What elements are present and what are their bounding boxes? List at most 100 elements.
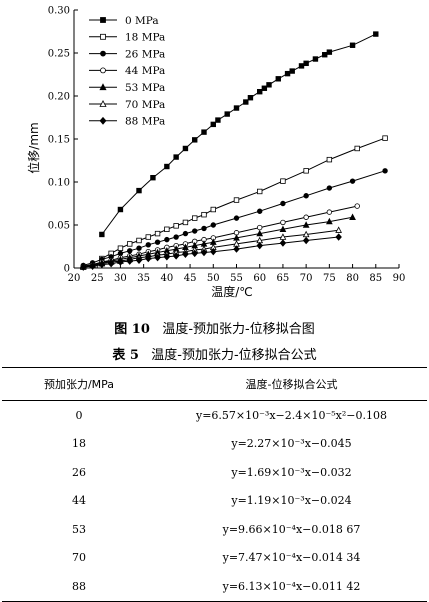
- data-point: [303, 168, 309, 174]
- data-point: [154, 239, 161, 245]
- x-tick-label: 80: [346, 273, 359, 284]
- data-point: [325, 217, 333, 225]
- series-line: [83, 205, 358, 267]
- data-point: [256, 229, 264, 237]
- data-point: [275, 76, 281, 82]
- data-point: [349, 213, 356, 220]
- data-point: [99, 100, 107, 107]
- data-point: [107, 259, 115, 268]
- data-point: [200, 248, 208, 257]
- data-point: [135, 256, 143, 264]
- series-layer: [79, 31, 388, 271]
- x-tick-label: 90: [393, 273, 406, 284]
- data-point: [257, 224, 263, 231]
- data-point: [215, 117, 221, 123]
- data-point: [117, 245, 124, 251]
- data-point: [382, 135, 388, 141]
- table-header-row: 预加张力/MPa 温度-位移拟合公式: [2, 367, 427, 401]
- x-tick-label: 25: [91, 273, 104, 284]
- data-point: [210, 222, 216, 228]
- table-row: 70 y=7.47×10⁻⁴x−0.014 34: [2, 544, 427, 573]
- data-point: [256, 241, 263, 250]
- data-point: [136, 245, 142, 251]
- data-point: [224, 111, 230, 117]
- formula-cell: y=6.13×10⁻⁴x−0.011 42: [156, 572, 427, 602]
- figure-title: 温度-预加张力-位移拟合图: [162, 322, 315, 337]
- data-point: [182, 230, 189, 237]
- legend-label: 18 MPa: [125, 32, 165, 44]
- legend-label: 0 MPa: [125, 15, 159, 27]
- legend-label: 53 MPa: [125, 82, 165, 94]
- data-point: [335, 226, 343, 233]
- data-point: [279, 239, 287, 247]
- data-point: [382, 168, 388, 174]
- data-point: [257, 208, 263, 214]
- data-point: [98, 260, 106, 269]
- legend: 0 MPa 18 MPa 26 MPa 44 MPa 53 MPa 70 MPa 88 MP…: [89, 15, 165, 128]
- data-point: [233, 215, 240, 221]
- data-point: [210, 121, 216, 128]
- x-tick-label: 50: [207, 273, 220, 284]
- data-point: [201, 129, 207, 135]
- data-point: [303, 60, 309, 67]
- legend-label: 88 MPa: [125, 116, 165, 128]
- series-0-mpa: [99, 31, 379, 238]
- data-point: [303, 214, 309, 220]
- data-point: [145, 254, 152, 263]
- data-point: [89, 262, 96, 270]
- y-tick-label: 0.25: [48, 49, 70, 60]
- data-point: [326, 209, 333, 215]
- data-point: [210, 206, 216, 213]
- tension-cell: 26: [72, 465, 86, 479]
- legend-entry: 0 MPa: [89, 15, 159, 27]
- data-point: [257, 89, 263, 95]
- formula-cell: y=2.27×10⁻³x−0.045: [231, 437, 352, 451]
- data-point: [100, 67, 106, 74]
- data-point: [99, 83, 107, 91]
- data-point: [257, 188, 263, 195]
- data-point: [145, 242, 151, 248]
- y-tick-label: 0.30: [48, 6, 70, 17]
- y-tick-label: 0.20: [48, 92, 70, 103]
- data-point: [261, 85, 268, 91]
- data-point: [312, 56, 319, 62]
- legend-entry: 88 MPa: [89, 116, 165, 128]
- column-header-tension: 预加张力/MPa: [2, 367, 156, 401]
- formula-cell: y=6.57×10⁻³x−2.4×10⁻⁵x²−0.108: [195, 408, 388, 422]
- table-row: 88 y=6.13×10⁻⁴x−0.011 42: [2, 572, 427, 602]
- data-point: [302, 230, 310, 238]
- series-26-mpa: [80, 168, 388, 269]
- legend-entry: 18 MPa: [89, 32, 165, 44]
- data-point: [233, 105, 240, 111]
- axes: 20 25 30 35 40 45 50 55 60 65 70 75 80 85 90 0 0.05 0.10 0…: [48, 6, 406, 285]
- data-point: [280, 200, 286, 207]
- data-point: [289, 68, 295, 74]
- figure-caption: 图 10 温度-预加张力-位移拟合图: [0, 318, 429, 337]
- data-point: [127, 241, 133, 247]
- series-18-mpa: [99, 135, 388, 262]
- data-point: [100, 33, 106, 40]
- data-point: [80, 263, 87, 271]
- data-point: [154, 253, 161, 262]
- table-title: 温度-预加张力-位移拟合公式: [151, 348, 317, 363]
- legend-label: 70 MPa: [125, 99, 165, 111]
- data-point: [243, 99, 249, 105]
- data-point: [154, 230, 161, 237]
- legend-label: 26 MPa: [125, 48, 165, 60]
- x-axis-label: 温度/℃: [211, 284, 253, 299]
- column-header-formula: 温度-位移拟合公式: [156, 367, 427, 401]
- data-point: [201, 211, 207, 218]
- data-point: [247, 95, 254, 101]
- x-tick-label: 85: [369, 273, 382, 284]
- x-tick-label: 20: [68, 273, 81, 284]
- series-88-mpa: [80, 233, 342, 271]
- data-point: [335, 233, 342, 241]
- x-tick-label: 60: [253, 273, 266, 284]
- data-point: [279, 233, 287, 240]
- data-point: [349, 178, 356, 184]
- data-point: [191, 249, 198, 258]
- table-label: 表 5: [112, 348, 139, 363]
- data-point: [233, 245, 240, 253]
- data-point: [173, 234, 179, 240]
- tension-cell: 44: [72, 494, 86, 508]
